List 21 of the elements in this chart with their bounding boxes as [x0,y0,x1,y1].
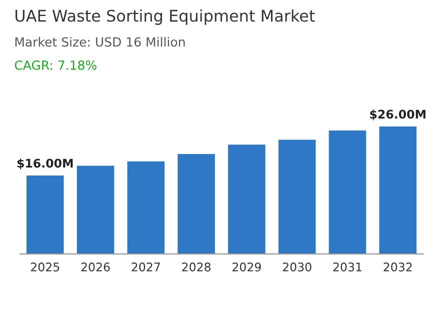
x-tick-label: 2028 [182,262,211,272]
bar [76,166,114,254]
bar [26,176,64,254]
x-tick-label: 2031 [333,262,362,272]
text: CAGR: 7.18% [14,60,96,70]
x-tick-label: 2030 [282,262,312,272]
x-tick-label: 2025 [30,262,60,272]
bar [379,126,417,254]
chart-title: UAE Waste Sorting Equipment Market [16,9,315,25]
x-tick-label: 2029 [232,262,261,272]
x-tick-label: 2027 [132,262,160,272]
bar [127,161,165,254]
bar [278,140,316,254]
x-tick-label: 2032 [384,262,412,272]
data-label: $26.00M [370,110,426,120]
x-tick-label: 2026 [81,262,110,272]
bar [328,130,366,254]
chart-subtitle: Market Size: USD 16 Million [15,36,185,47]
bar [178,154,215,254]
data-label: $16.00M [17,158,73,170]
bar [228,144,266,254]
